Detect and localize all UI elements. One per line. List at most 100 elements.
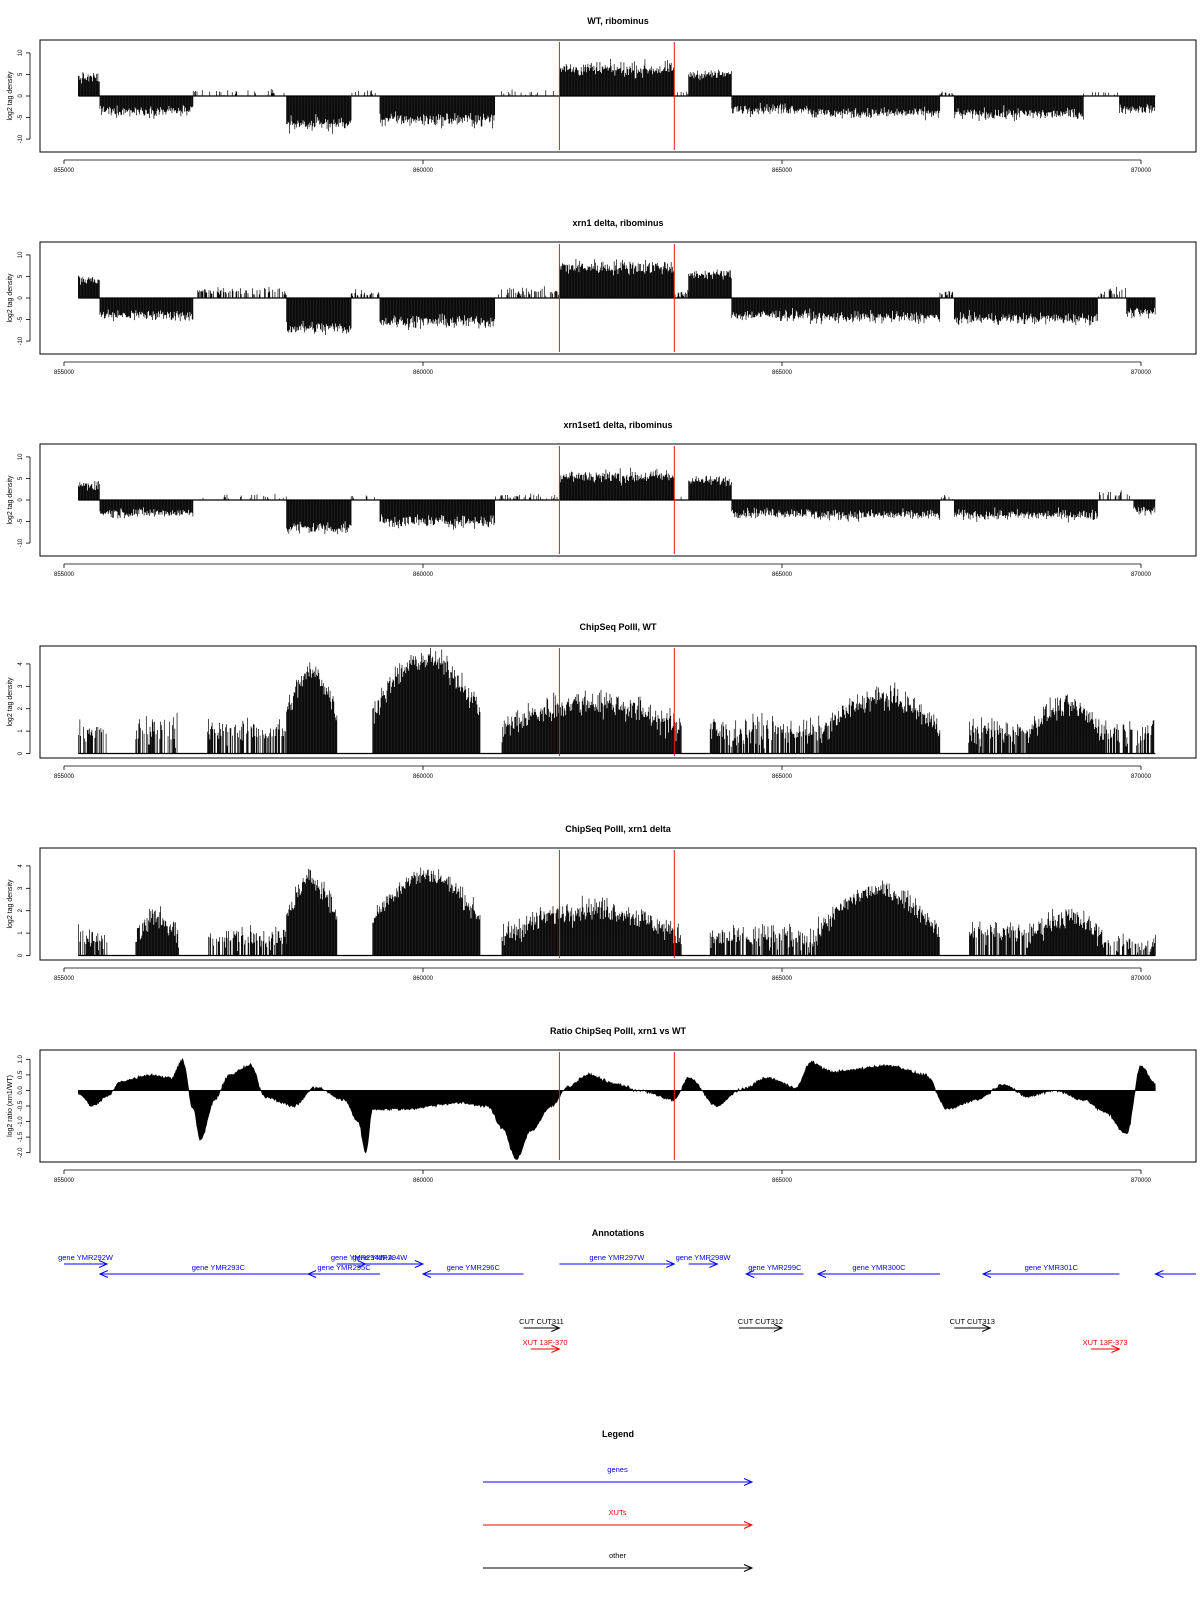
- bar-segment: [810, 500, 941, 522]
- feature-label: gene YMR295C: [317, 1263, 371, 1272]
- annotation-feature: gene YMR301C: [981, 1263, 1120, 1278]
- arrow-head: [551, 1324, 561, 1332]
- bar-segment: [953, 96, 1084, 122]
- x-tick-label: 860000: [413, 774, 434, 780]
- y-tick-label: 0: [18, 296, 24, 300]
- arrow-head: [1154, 1270, 1164, 1278]
- x-tick-label: 870000: [1131, 370, 1152, 376]
- bar-segment: [286, 662, 338, 754]
- feature-label: gene YMR299C: [748, 1263, 802, 1272]
- feature-label: gene YMR294W: [352, 1253, 408, 1262]
- bar-segment: [135, 906, 179, 956]
- annotation-feature: gene YMR296C: [421, 1263, 524, 1278]
- x-tick-label: 860000: [413, 168, 434, 174]
- bar-segment: [208, 925, 287, 956]
- y-axis-label: log2 ratio (xrn1/WT): [7, 1075, 14, 1137]
- arrow-head: [414, 1260, 425, 1268]
- annotations-title: Annotations: [592, 1228, 645, 1238]
- bar-segment: [379, 96, 496, 129]
- bar-segment: [781, 715, 826, 754]
- bar-segment: [810, 96, 941, 121]
- bar-segment: [350, 495, 375, 500]
- bar-segment: [1025, 694, 1106, 754]
- bar-segment: [559, 259, 675, 298]
- bar-segment: [1098, 286, 1127, 298]
- bar-segment: [197, 286, 287, 298]
- y-tick-label: 10: [18, 49, 24, 56]
- feature-label: gene YMR297W: [589, 1253, 645, 1262]
- y-tick-label: 2: [18, 706, 24, 710]
- y-tick-label: 5: [18, 476, 24, 480]
- feature-label: XUT 13F-370: [523, 1338, 568, 1347]
- x-tick-label: 860000: [413, 976, 434, 982]
- y-tick-label: 2: [18, 908, 24, 912]
- series-chipseq-wt: [78, 647, 1156, 755]
- x-tick-label: 870000: [1131, 976, 1152, 982]
- y-tick-label: -1.0: [18, 1116, 24, 1127]
- bar-segment: [1099, 490, 1130, 500]
- bar-segment: [78, 72, 100, 96]
- legend-title: Legend: [602, 1429, 634, 1439]
- arrow-head: [773, 1324, 784, 1332]
- feature-label: gene YMR294W-A: [331, 1253, 393, 1262]
- bar-segment: [969, 921, 1025, 956]
- bar-segment: [731, 298, 811, 325]
- panel-frame: [39, 39, 1197, 153]
- bar-segment: [1119, 96, 1156, 115]
- legend-arrow-head: [743, 1521, 754, 1529]
- bar-segment: [1126, 298, 1156, 319]
- y-axis-label: log2 tag density: [7, 71, 14, 121]
- arrow-head: [306, 1270, 317, 1278]
- x-tick-label: 870000: [1131, 572, 1152, 578]
- y-tick-label: 4: [18, 662, 24, 666]
- y-tick-label: 0.0: [18, 1086, 24, 1095]
- bar-segment: [202, 493, 287, 500]
- x-tick-label: 870000: [1131, 1178, 1152, 1184]
- y-axis-label: log2 tag density: [7, 273, 14, 323]
- y-axis-label: log2 tag density: [7, 677, 14, 727]
- panel-chipseq-wt: ChipSeq PolII, WT 0 1 2 3 4 log2 tag density 85…: [7, 622, 1197, 780]
- series-xrn1-ribominus: [78, 259, 1156, 335]
- y-tick-label: 0: [18, 498, 24, 502]
- y-tick-label: 5: [18, 274, 24, 278]
- annotation-feature: gene YMR300C: [816, 1263, 940, 1278]
- x-tick-label: 870000: [1131, 774, 1152, 780]
- bar-segment: [99, 298, 194, 322]
- bar-segment: [99, 96, 194, 119]
- bar-segment: [379, 298, 496, 331]
- feature-label: gene YMR293C: [192, 1263, 246, 1272]
- annotation-feature: CUT CUT311: [519, 1317, 564, 1332]
- bar-segment: [78, 275, 100, 298]
- bar-segment: [207, 717, 286, 754]
- feature-label: gene YMR301C: [1025, 1263, 1079, 1272]
- y-tick-label: 1.0: [18, 1055, 24, 1064]
- y-tick-label: 4: [18, 864, 24, 868]
- bar-segment: [1083, 92, 1118, 96]
- panel-xrn1-ribominus: xrn1 delta, ribominus 10 5 0 -5 -10 log2 tag d…: [7, 218, 1197, 376]
- panel-title: xrn1set1 delta, ribominus: [563, 420, 672, 430]
- legend-item: other: [483, 1551, 754, 1572]
- legend-label: other: [609, 1551, 627, 1560]
- feature-label: XUT 13F-373: [1083, 1338, 1128, 1347]
- x-tick-label: 855000: [54, 572, 75, 578]
- panel-ratio: Ratio ChipSeq PolII, xrn1 vs WT 1.0 0.5 0.0…: [7, 1026, 1197, 1184]
- panel-frame: [39, 241, 1197, 355]
- bar-segment: [78, 924, 108, 956]
- legend-label: XUTs: [609, 1508, 627, 1517]
- arrow-head: [98, 1270, 109, 1278]
- y-tick-label: 0: [18, 953, 24, 957]
- arrow-head: [816, 1270, 827, 1278]
- panel-frame: [39, 1049, 1197, 1163]
- y-tick-label: -5: [18, 316, 24, 322]
- bar-segment: [379, 500, 496, 530]
- bar-segment: [1133, 500, 1156, 516]
- arrow-head: [666, 1260, 676, 1268]
- y-axis-label: log2 tag density: [7, 475, 14, 525]
- y-tick-label: 10: [18, 453, 24, 460]
- annotation-feature: gene YMR292W: [58, 1253, 114, 1268]
- bar-segment: [688, 475, 732, 500]
- arrow-head: [421, 1270, 432, 1278]
- bar-segment: [559, 467, 675, 500]
- annotation-feature: CUT CUT313: [950, 1317, 995, 1332]
